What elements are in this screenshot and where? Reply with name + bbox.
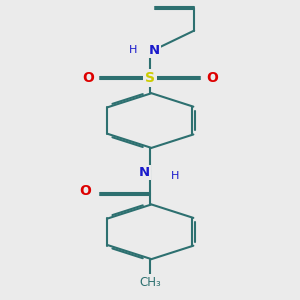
Text: N: N xyxy=(139,167,150,179)
Text: O: O xyxy=(206,71,218,85)
Text: O: O xyxy=(82,71,94,85)
Text: CH₃: CH₃ xyxy=(139,276,161,289)
Text: S: S xyxy=(145,71,155,85)
Text: H: H xyxy=(129,45,138,55)
Text: H: H xyxy=(170,171,179,181)
Text: N: N xyxy=(149,44,160,57)
Text: O: O xyxy=(79,184,91,198)
